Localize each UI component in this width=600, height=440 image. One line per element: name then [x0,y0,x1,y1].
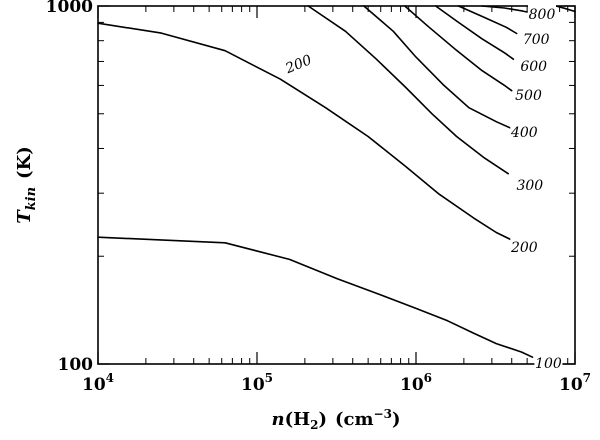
contour-lines [97,5,576,358]
contour-line-7 [457,5,518,35]
contour-label-text: 200 [282,52,314,77]
x-axis-label-sub: 2 [310,418,318,432]
contour-line-5 [404,5,513,92]
contour-line-3 [307,5,509,175]
contour-label-300: 300 [515,176,544,194]
contour-label-text: 600 [520,59,547,75]
x-tick-label: 107 [559,371,591,395]
contour-line-9 [555,5,576,13]
contour-line-8 [481,5,528,13]
contour-label-100: 100 [534,353,563,372]
contour-label-200: 200 [282,50,315,77]
contour-label-text: 800 [529,7,556,23]
contour-label-bg [534,353,563,371]
contour-label-text: 500 [515,88,542,104]
x-axis-label: n(H2) (cm−3) [272,407,401,432]
contour-label-400: 400 [510,122,539,141]
contour-label-bg [510,238,539,256]
contour-label-500: 500 [514,85,543,104]
x-axis-label-close: ) [318,409,327,430]
contour-label-text: 400 [510,125,538,141]
y-tick-label: 100 [58,355,94,375]
y-axis-label-units: (K) [14,146,35,179]
x-tick-label: 106 [400,371,432,395]
contour-label-700: 700 [522,29,551,48]
contour-label-text: 200 [510,240,538,256]
x-tick-label: 105 [241,371,273,395]
contour-label-800: 800 [528,5,556,23]
contour-label-bg [282,50,315,77]
contour-label-bg [514,85,543,103]
contour-label-bg [522,29,551,47]
x-axis-label-sup: −3 [374,407,392,421]
contour-label-bg [519,57,548,74]
contour-line-6 [434,5,515,60]
x-axis-label-units: (cm [335,409,374,430]
x-tick-label: 104 [82,371,114,395]
x-axis-label-var: n [272,409,285,430]
x-axis-label-open: (H [285,409,311,430]
contour-label-bg [515,176,544,194]
y-axis-label-sub: kin [24,187,39,210]
y-tick-label: 1000 [46,0,93,17]
contour-line-4 [363,5,511,129]
contour-labels-group: 100 200 200 300 400 500 600 700 800 [282,5,563,372]
contour-line-1 [97,22,513,241]
y-axis-label: Tkin (K) [14,146,39,224]
contour-label-bg [528,5,556,22]
axis-ticks [97,5,576,365]
y-axis-label-var: T [14,209,35,224]
contour-label-text: 300 [516,178,543,194]
x-axis-label-units-close: ) [392,409,401,430]
contour-label-text: 700 [523,32,550,48]
plot-frame [97,5,576,365]
contour-line-0 [97,236,534,358]
contour-label-bg [510,122,539,140]
contour-label-200: 200 [510,238,539,256]
contour-label-600: 600 [519,57,548,75]
contour-label-text: 100 [535,356,562,372]
